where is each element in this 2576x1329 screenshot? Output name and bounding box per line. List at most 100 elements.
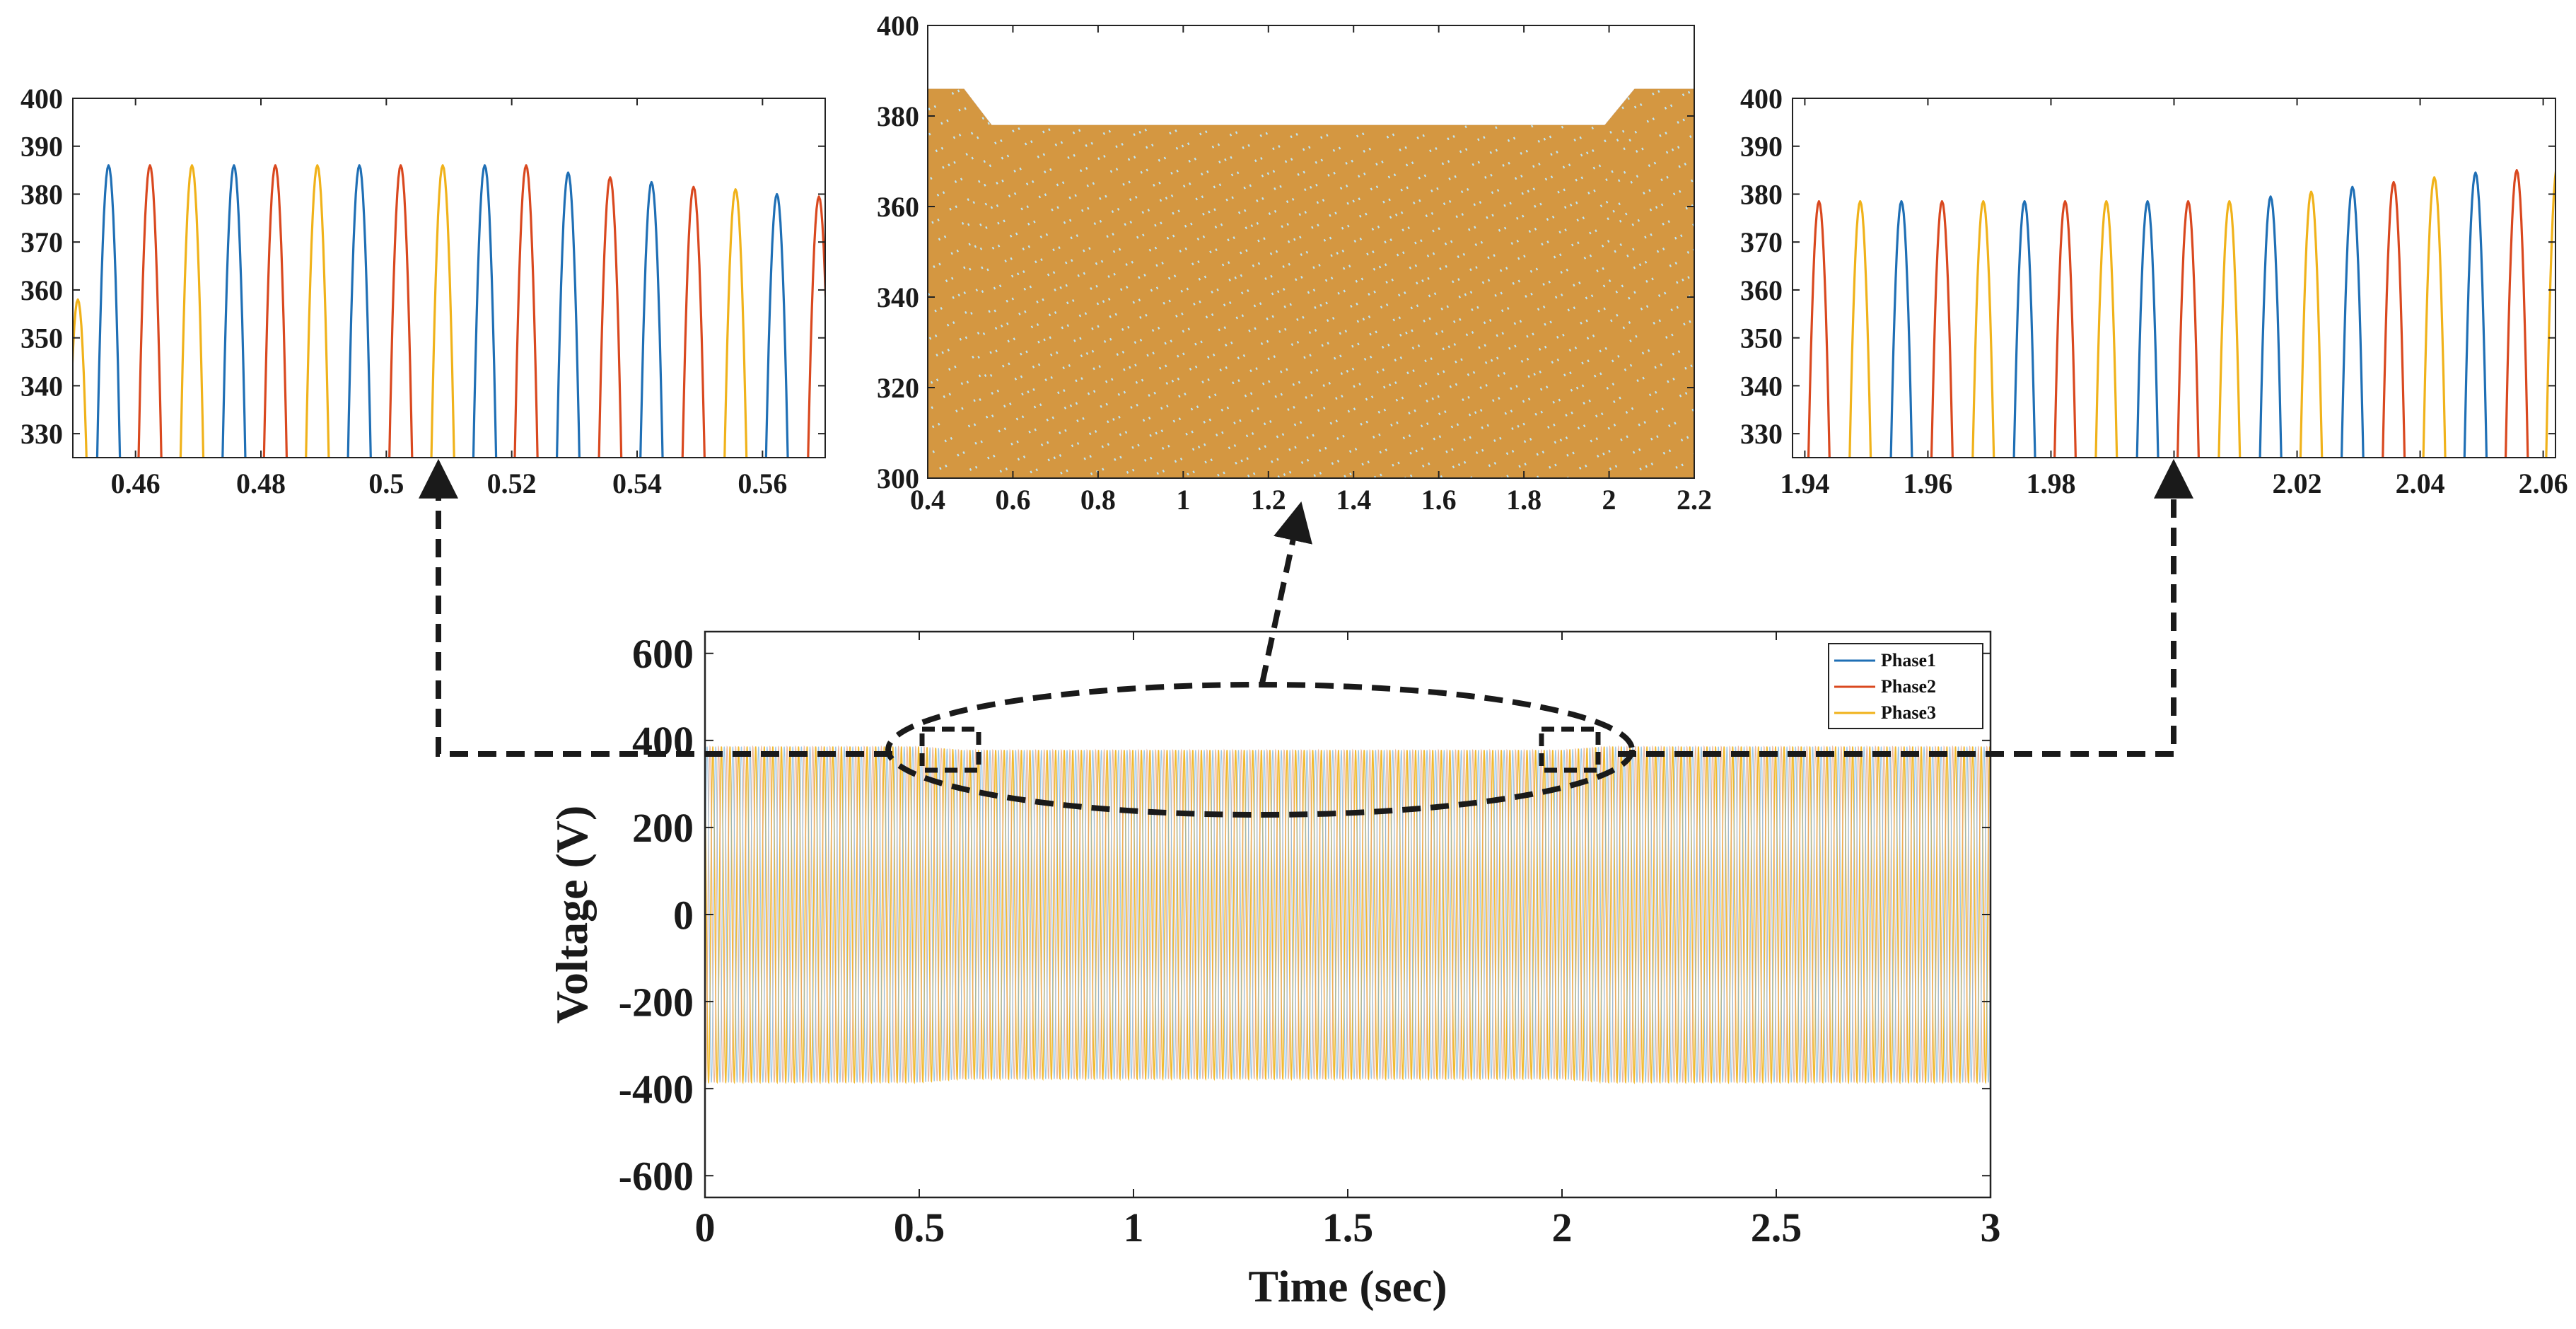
zoom-left-ytick-label: 370 <box>21 226 63 258</box>
main-xtick-label: 1 <box>1124 1205 1144 1250</box>
zoom-center-frame <box>927 25 1695 479</box>
zoom-left-xtick-label: 0.46 <box>111 468 161 499</box>
zoom-right-xtick-label: 2.04 <box>2396 468 2445 499</box>
zoom-left-ticks: 0.46 0.48 0.5 0.52 0.54 0.56 400 390 380 370 360 35… <box>21 83 825 499</box>
zoom-center-xtick-label: 1.8 <box>1506 484 1541 516</box>
zoom-right-ytick-label: 330 <box>1740 418 1783 450</box>
zoom-left-xtick-label: 0.54 <box>612 468 662 499</box>
zoom-left-peak-phase2 <box>807 195 825 458</box>
zoom-left-peak-phase2 <box>262 164 289 458</box>
main-series-phase2 <box>705 745 1991 1083</box>
main-ytick-label: 0 <box>673 892 694 938</box>
zoom-left-peak-phase2 <box>598 176 623 458</box>
main-xtick-label: 0 <box>695 1205 716 1250</box>
zoom-box-right <box>1539 726 1601 773</box>
zoom-right-ytick-label: 360 <box>1740 274 1783 306</box>
main-xtick-label: 3 <box>1981 1205 2001 1250</box>
zoom-left-waveforms <box>73 164 825 458</box>
zoom-right-peak-phase1 <box>2012 200 2036 458</box>
zoom-right-ytick-label: 350 <box>1740 323 1783 354</box>
main-xtick-label: 2 <box>1552 1205 1573 1250</box>
zoom-center-xtick-label: 1.4 <box>1336 484 1371 516</box>
zoom-right-ytick-label: 400 <box>1740 83 1783 115</box>
zoom-right-peak-phase2 <box>2176 200 2200 458</box>
zoom-left-peak-phase3 <box>305 164 330 458</box>
zoom-right-peak-phase2 <box>2504 169 2529 458</box>
zoom-right-peak-phase1 <box>1889 200 1913 458</box>
main-chart-ylabel: Voltage (V) <box>547 806 597 1024</box>
zoom-right-ytick-label: 370 <box>1740 226 1783 258</box>
zoom-right-xtick-label: 1.94 <box>1780 468 1829 499</box>
zoom-right-ytick-label: 380 <box>1740 178 1783 210</box>
arrow-to-right-zoom <box>1618 458 2193 757</box>
zoom-center-xtick-label: 1 <box>1176 484 1190 516</box>
zoom-left-chart: 0.46 0.48 0.5 0.52 0.54 0.56 400 390 380 370 360 35… <box>21 83 826 499</box>
zoom-left-ytick-label: 340 <box>21 370 63 402</box>
main-ytick-label: 400 <box>632 718 694 764</box>
zoom-right-peak-phase1 <box>2463 171 2488 458</box>
zoom-center-xtick-label: 1.2 <box>1251 484 1286 516</box>
legend-label-phase2: Phase2 <box>1881 676 1936 697</box>
main-chart: 0 0.5 1 1.5 2 2.5 3 600 400 200 0 -200 -400 -600 Time… <box>547 630 2001 1311</box>
main-ytick-label: 200 <box>632 805 694 851</box>
zoom-left-peak-phase3 <box>430 164 455 458</box>
zoom-left-peak-phase3 <box>179 164 205 458</box>
zoom-right-peak-phase2 <box>1930 200 1954 458</box>
zoom-right-peak-phase3 <box>2217 200 2242 458</box>
zoom-left-ytick-label: 400 <box>21 83 63 115</box>
annotations <box>419 458 2193 818</box>
zoom-left-peak-phase1 <box>555 171 581 458</box>
zoom-left-peak-phase1 <box>764 192 789 458</box>
zoom-left-peak-phase1 <box>639 180 664 458</box>
zoom-right-peak-phase1 <box>2259 195 2283 458</box>
zoom-left-xtick-label: 0.5 <box>368 468 404 499</box>
zoom-center-ytick-label: 300 <box>877 463 919 494</box>
zoom-left-frame <box>72 98 826 458</box>
zoom-right-peak-phase3 <box>1848 200 1872 458</box>
zoom-right-xtick-label: 2.06 <box>2519 468 2568 499</box>
arrow-to-left-zoom <box>419 458 892 757</box>
zoom-left-peak-phase2 <box>388 164 414 458</box>
zoom-left-peak-phase2 <box>137 164 163 458</box>
zoom-right-peak-phase2 <box>2053 200 2077 458</box>
zoom-left-peak-phase2 <box>513 164 539 458</box>
zoom-left-peak-phase1 <box>472 164 498 458</box>
zoom-right-peak-phase2 <box>2382 180 2406 458</box>
zoom-center-chart: 0.4 0.6 0.8 1 1.2 1.4 1.6 1.8 2 2.2 400 380 360 340 32… <box>877 10 1712 516</box>
zoom-center-xtick-label: 2.2 <box>1677 484 1712 516</box>
zoom-left-peak-phase1 <box>221 164 247 458</box>
zoom-right-xtick-label: 1.98 <box>2026 468 2075 499</box>
zoom-center-ytick-label: 400 <box>877 10 919 42</box>
main-chart-waveforms <box>705 745 1991 1085</box>
main-ytick-label: -600 <box>619 1154 694 1200</box>
zoom-right-ytick-label: 340 <box>1740 370 1783 402</box>
zoom-center-xtick-label: 2 <box>1602 484 1616 516</box>
zoom-center-xtick-label: 1.6 <box>1421 484 1457 516</box>
zoom-right-peak-phase2 <box>1807 200 1831 458</box>
legend-label-phase3: Phase3 <box>1881 702 1936 723</box>
zoom-center-xtick-label: 0.8 <box>1080 484 1116 516</box>
zoom-right-peak-phase3 <box>2545 167 2555 458</box>
arrow-to-center-zoom <box>1259 501 1312 684</box>
main-ytick-label: 600 <box>632 631 694 677</box>
zoom-box-left <box>919 726 981 773</box>
zoom-left-ytick-label: 350 <box>21 323 63 354</box>
main-xtick-label: 0.5 <box>894 1205 945 1250</box>
zoom-right-peak-phase3 <box>2299 190 2324 458</box>
zoom-left-peak-phase1 <box>346 164 372 458</box>
zoom-center-ytick-label: 320 <box>877 372 919 404</box>
main-ytick-label: -400 <box>619 1066 694 1112</box>
zoom-left-peak-phase1 <box>95 164 122 458</box>
zoom-left-ytick-label: 380 <box>21 178 63 210</box>
zoom-right-ticks: 1.94 1.96 1.98 2 2.02 2.04 2.06400390380370360… <box>1740 83 2568 499</box>
main-series-phase3 <box>705 746 1991 1085</box>
zoom-right-peak-phase3 <box>2094 200 2119 458</box>
zoom-center-xtick-label: 0.6 <box>995 484 1030 516</box>
main-xtick-label: 1.5 <box>1322 1205 1374 1250</box>
main-ytick-label: -200 <box>619 979 694 1025</box>
zoom-right-xtick-label: 1.96 <box>1903 468 1952 499</box>
zoom-region-ellipse <box>885 682 1635 818</box>
zoom-center-waveforms <box>928 88 1694 478</box>
legend-label-phase1: Phase1 <box>1881 650 1936 671</box>
